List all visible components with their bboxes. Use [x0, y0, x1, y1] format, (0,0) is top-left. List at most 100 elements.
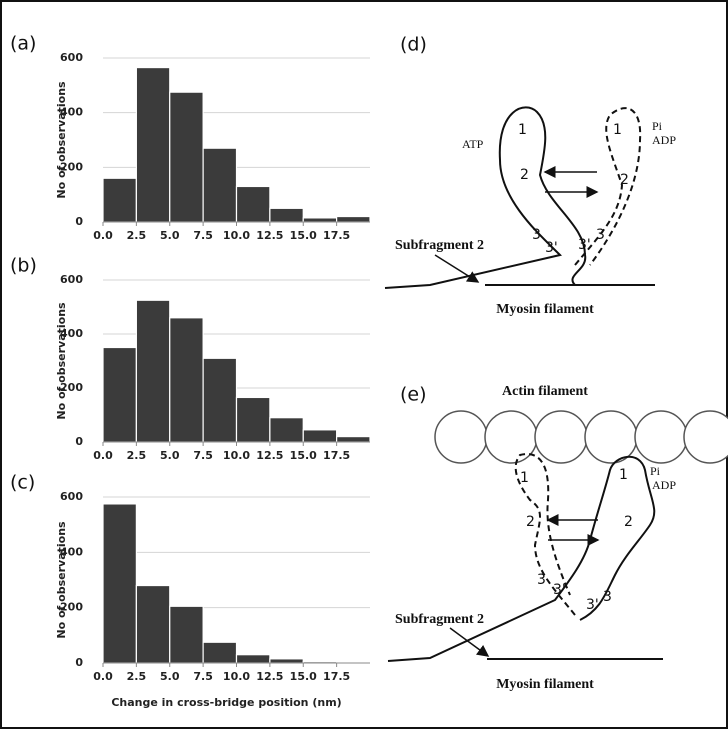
x-tick-label: 12.5	[256, 229, 283, 242]
bar	[336, 436, 371, 443]
diagram-d: (d) ATP Pi ADP Subfragment 2 Myosin fila…	[384, 34, 676, 317]
bar	[269, 658, 304, 664]
y-tick-label: 600	[60, 51, 83, 64]
bar	[202, 641, 238, 664]
x-tick-label: 2.5	[127, 449, 147, 462]
label: ADP	[652, 478, 676, 492]
site: 3'	[553, 582, 566, 598]
site: 3'	[578, 237, 591, 253]
site: 1	[619, 467, 628, 483]
panel-label: (d)	[400, 34, 427, 56]
x-tick-label: 0.0	[93, 229, 113, 242]
bar	[169, 317, 204, 443]
label: Myosin filament	[496, 677, 594, 692]
label: Myosin filament	[496, 302, 594, 317]
x-tick-label: 17.5	[323, 449, 350, 462]
x-tick-label: 2.5	[127, 229, 147, 242]
bar	[102, 346, 137, 443]
diagram-e: (e) Actin filament Pi ADP Subfragment 2 …	[387, 384, 728, 692]
x-tick-label: 12.5	[256, 670, 283, 683]
x-tick-label: 7.5	[193, 229, 213, 242]
x-tick-label: 5.0	[160, 449, 180, 462]
x-tick-label: 15.0	[290, 229, 317, 242]
bar	[235, 396, 271, 443]
y-tick-label: 200	[60, 160, 83, 173]
x-tick-label: 7.5	[193, 670, 213, 683]
x-tick-label: 17.5	[323, 670, 350, 683]
x-tick-label: 12.5	[256, 449, 283, 462]
bar	[202, 147, 238, 223]
site: 1	[520, 470, 529, 486]
label: Pi	[652, 119, 663, 133]
panel-label: (e)	[400, 384, 427, 406]
y-tick-label: 200	[60, 381, 83, 394]
y-tick-label: 400	[60, 545, 83, 558]
y-tick-label: 600	[60, 490, 83, 503]
site: 2	[520, 167, 529, 183]
myosin-head	[387, 455, 656, 662]
site: 2	[620, 172, 629, 188]
site: 2	[526, 514, 535, 530]
site: 3'	[586, 597, 599, 613]
panel-label: (c)	[10, 472, 35, 494]
x-tick-label: 0.0	[93, 670, 113, 683]
x-axis-label: Change in cross-bridge position (nm)	[111, 696, 341, 709]
myosin-head	[384, 106, 587, 289]
bar	[302, 429, 338, 443]
bar	[269, 207, 304, 223]
panel-label: (a)	[10, 33, 36, 55]
bar	[235, 654, 271, 664]
label: Subfragment 2	[395, 238, 484, 253]
x-tick-label: 10.0	[223, 670, 250, 683]
site: 1	[613, 122, 622, 138]
y-tick-label: 0	[75, 435, 83, 448]
x-tick-label: 2.5	[127, 670, 147, 683]
x-tick-label: 10.0	[223, 449, 250, 462]
y-axis-label: No of observations	[55, 302, 68, 420]
y-tick-label: 400	[60, 327, 83, 340]
panel-label: (b)	[10, 255, 37, 277]
label: Actin filament	[502, 384, 588, 399]
site: 3	[596, 227, 605, 243]
bar	[235, 185, 271, 223]
label: ATP	[462, 137, 484, 151]
site: 3'	[545, 240, 558, 256]
y-tick-label: 400	[60, 106, 83, 119]
x-tick-label: 5.0	[160, 670, 180, 683]
y-tick-label: 200	[60, 601, 83, 614]
bar	[135, 299, 171, 443]
bar	[135, 584, 171, 664]
bar	[302, 217, 338, 223]
arrow	[449, 627, 490, 657]
actin	[434, 410, 728, 464]
x-tick-label: 15.0	[290, 670, 317, 683]
site: 3	[532, 227, 541, 243]
bar	[269, 417, 304, 443]
label: Pi	[650, 464, 661, 478]
label: ADP	[652, 133, 676, 147]
bar	[102, 177, 137, 223]
x-tick-label: 5.0	[160, 229, 180, 242]
y-tick-label: 0	[75, 215, 83, 228]
y-axis-label: No of observations	[55, 81, 68, 199]
x-tick-label: 15.0	[290, 449, 317, 462]
bar	[102, 503, 137, 664]
y-axis-label: No of observations	[55, 521, 68, 639]
site: 3	[603, 589, 612, 605]
bar	[169, 605, 204, 664]
site: 3	[537, 572, 546, 588]
bar	[169, 91, 204, 223]
x-tick-label: 10.0	[223, 229, 250, 242]
site: 2	[624, 514, 633, 530]
bar	[202, 357, 238, 443]
y-tick-label: 600	[60, 273, 83, 286]
bar	[336, 215, 371, 223]
x-tick-label: 0.0	[93, 449, 113, 462]
bar	[135, 66, 171, 223]
label: Subfragment 2	[395, 612, 484, 627]
x-tick-label: 7.5	[193, 449, 213, 462]
arrow	[434, 254, 480, 283]
